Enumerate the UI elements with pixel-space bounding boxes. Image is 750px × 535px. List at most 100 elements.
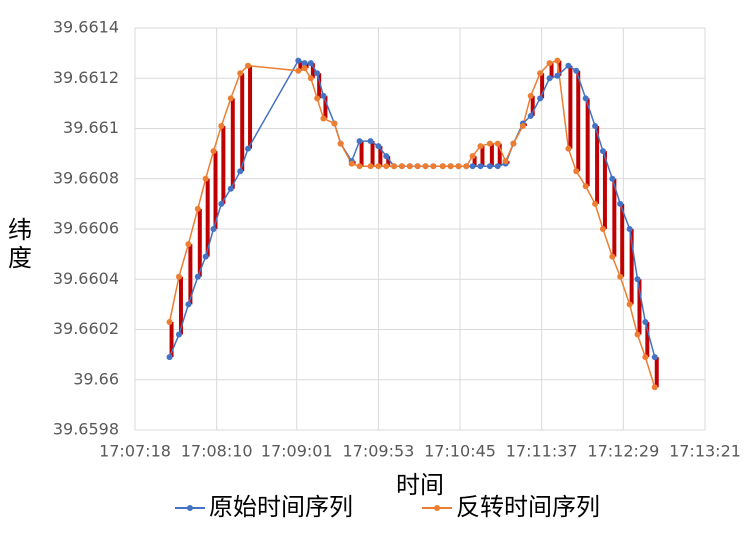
point [651,384,658,391]
point [367,163,374,170]
point [307,75,314,82]
y-tick-label: 39.6608 [53,168,119,187]
x-tick-label: 17:09:01 [261,442,333,461]
point [185,241,192,248]
point [320,115,327,122]
point [477,143,484,150]
point [626,301,633,308]
point [314,95,321,102]
point [592,122,599,129]
point [582,183,589,190]
point [301,60,308,67]
point [642,318,649,325]
point [430,163,437,170]
y-tick-label: 39.6614 [53,18,119,37]
point [218,200,225,207]
point [554,72,561,79]
point [455,163,462,170]
point [469,163,476,170]
point [237,168,244,175]
y-axis-title: 纬度 [8,216,32,272]
point [486,163,493,170]
point [609,253,616,260]
y-tick-label: 39.661 [63,118,119,137]
point [391,163,398,170]
point [617,273,624,280]
point [573,67,580,74]
point [307,60,314,67]
point [573,168,580,175]
x-tick-label: 17:10:45 [424,442,496,461]
point [599,148,606,155]
y-tick-label: 39.6598 [53,420,119,439]
point [519,122,526,129]
point [367,138,374,145]
point [469,153,476,160]
x-tick-label: 17:11:37 [506,442,578,461]
point [582,95,589,102]
point [185,301,192,308]
point [202,175,209,182]
x-axis-title: 时间 [396,471,444,499]
point [617,200,624,207]
point [554,57,561,64]
point [375,143,382,150]
point [356,163,363,170]
y-tick-label: 39.6612 [53,68,119,87]
point [463,163,470,170]
point [510,140,517,147]
y-tick-label: 39.66 [73,369,119,388]
point [447,163,454,170]
point [398,163,405,170]
point [383,163,390,170]
point [337,140,344,147]
point [634,331,641,338]
point [218,122,225,129]
point [486,140,493,147]
point [634,276,641,283]
point [414,163,421,170]
y-tick-label: 39.6606 [53,219,119,238]
point [194,273,201,280]
point [477,163,484,170]
y-tick-label: 39.6604 [53,269,119,288]
point [245,145,252,152]
point [642,354,649,361]
point [546,60,553,67]
point [565,145,572,152]
x-tick-label: 17:09:53 [342,442,414,461]
point [546,75,553,82]
point [175,273,182,280]
point [626,226,633,232]
point [320,92,327,99]
x-tick-label: 17:07:18 [99,442,171,461]
point [527,112,534,119]
point [210,148,217,155]
point [565,62,572,69]
point [439,163,446,170]
point [537,95,544,102]
point [651,354,658,361]
point [314,70,321,77]
point [166,318,173,325]
point [494,163,501,170]
point [202,253,209,260]
point [494,140,501,147]
point [237,70,244,77]
legend-marker [187,505,193,511]
point [166,354,173,361]
x-tick-label: 17:13:21 [669,442,741,461]
point [422,163,429,170]
point [383,153,390,160]
point [295,57,302,64]
point [609,175,616,182]
point [527,92,534,99]
point [356,138,363,145]
point [592,200,599,207]
point [194,205,201,212]
point [295,67,302,74]
legend-label: 原始时间序列 [209,493,353,521]
point [406,163,413,170]
point [599,226,606,232]
point [175,331,182,338]
